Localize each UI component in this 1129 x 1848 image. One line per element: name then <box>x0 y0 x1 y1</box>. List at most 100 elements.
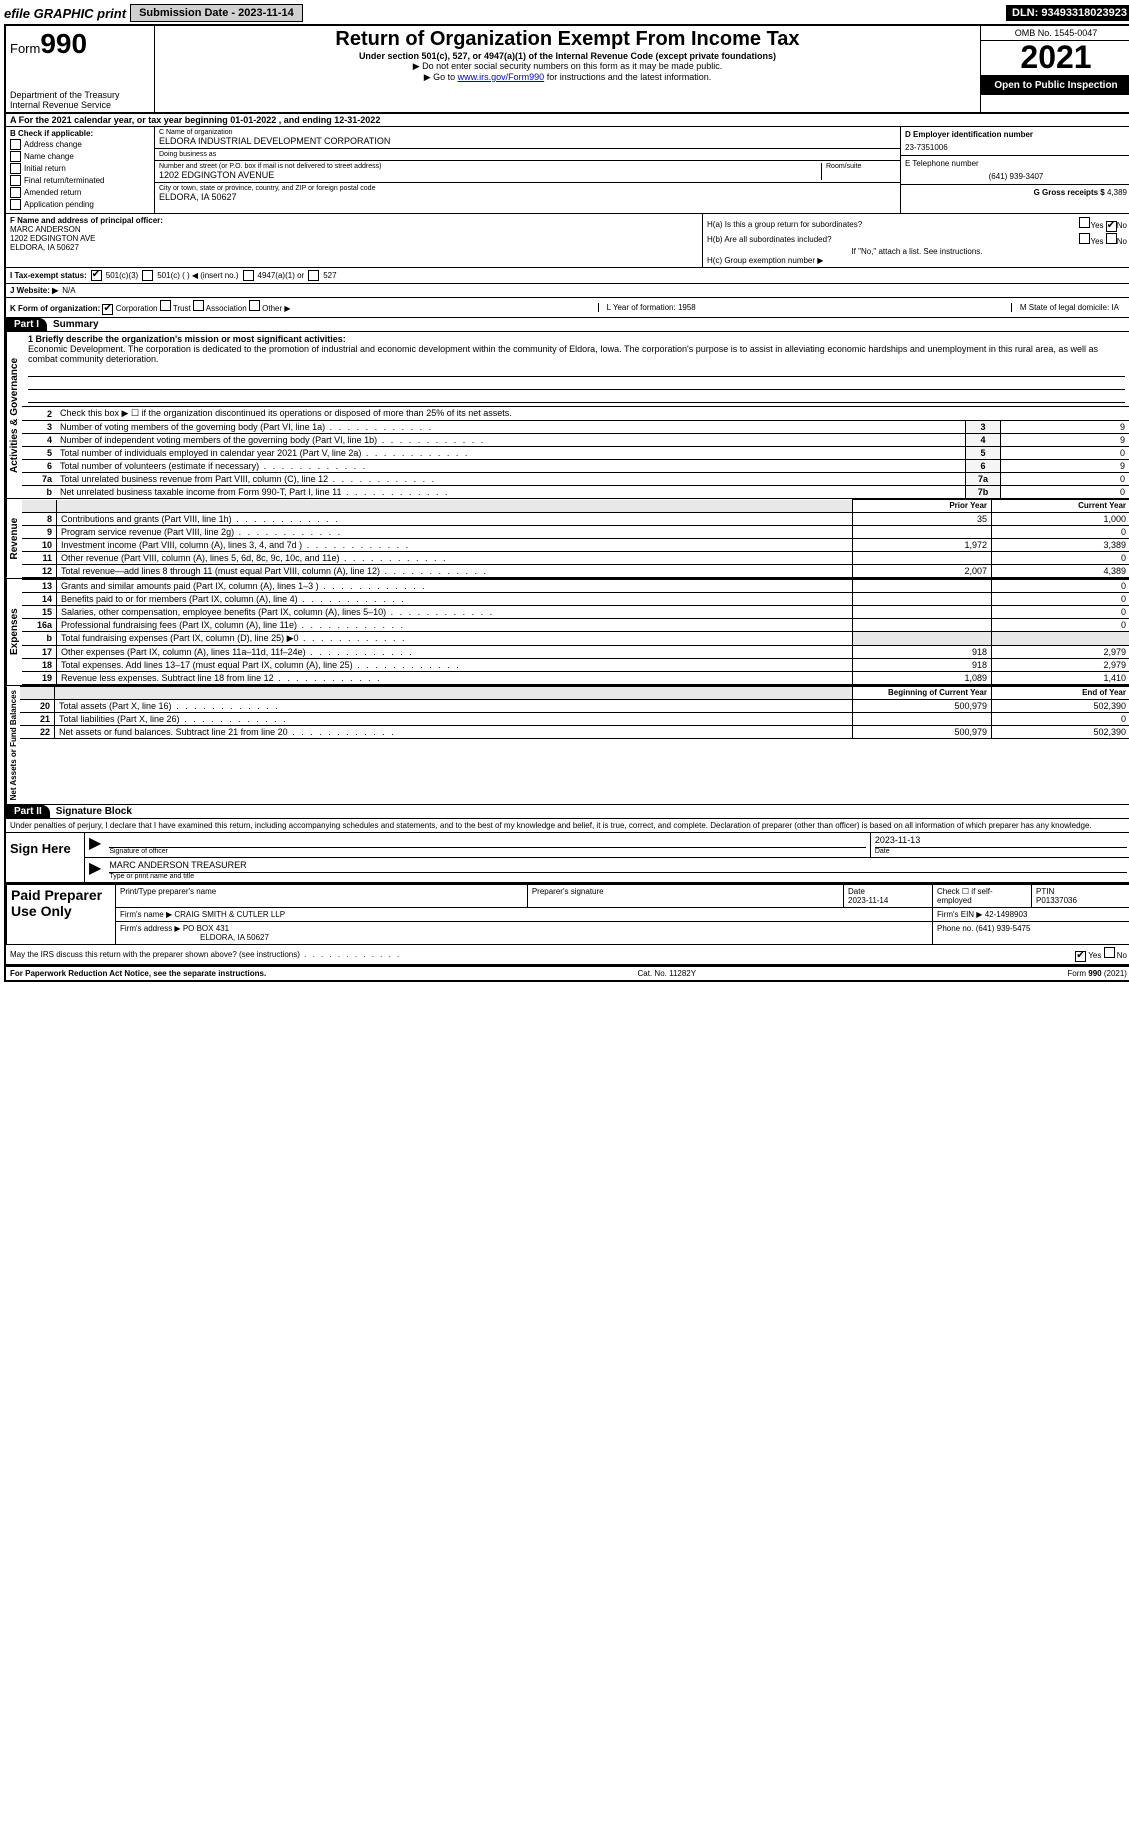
state-domicile: M State of legal domicile: IA <box>1011 303 1127 312</box>
open-public-badge: Open to Public Inspection <box>981 76 1129 95</box>
cb-address-change[interactable]: Address change <box>10 139 150 150</box>
principal-officer-box: F Name and address of principal officer:… <box>6 214 703 267</box>
cb-association[interactable] <box>193 300 204 311</box>
instructions-link[interactable]: www.irs.gov/Form990 <box>458 72 545 82</box>
table-row: 13Grants and similar amounts paid (Part … <box>22 579 1129 592</box>
ha-label: H(a) Is this a group return for subordin… <box>707 220 862 229</box>
cb-discuss-no[interactable] <box>1104 947 1115 958</box>
dba-label: Doing business as <box>159 151 896 158</box>
part2-title: Signature Block <box>50 805 138 818</box>
dln-label: DLN: 93493318023923 <box>1006 5 1129 21</box>
form-prefix: Form <box>10 41 40 56</box>
k-label: K Form of organization: <box>10 304 100 313</box>
form-ref: Form 990 (2021) <box>1067 969 1127 978</box>
signature-section: Under penalties of perjury, I declare th… <box>6 819 1129 884</box>
cb-527[interactable] <box>308 270 319 281</box>
ha-answer: Yes No <box>1079 217 1127 232</box>
firm-ein-label: Firm's EIN ▶ <box>937 910 982 919</box>
vtab-governance: Activities & Governance <box>6 332 22 498</box>
table-row: 22Net assets or fund balances. Subtract … <box>20 725 1129 738</box>
gross-receipts-value: 4,389 <box>1107 188 1127 197</box>
table-row: 7aTotal unrelated business revenue from … <box>22 473 1129 486</box>
expenses-section: Expenses 13Grants and similar amounts pa… <box>6 579 1129 686</box>
hb-answer: Yes No <box>1079 233 1127 246</box>
table-row: 16aProfessional fundraising fees (Part I… <box>22 618 1129 631</box>
header-left: Form990 Department of the Treasury Inter… <box>6 26 155 112</box>
officer-street: 1202 EDGINGTON AVE <box>10 234 698 243</box>
website-label: J Website: ▶ <box>10 286 58 295</box>
preparer-name-cell: Print/Type preparer's name <box>116 884 528 907</box>
table-row: 20Total assets (Part X, line 16)500,9795… <box>20 699 1129 712</box>
firm-name-cell: Firm's name ▶ CRAIG SMITH & CUTLER LLP <box>116 907 933 921</box>
year-formation: L Year of formation: 1958 <box>598 303 704 312</box>
mission-block: 1 Briefly describe the organization's mi… <box>22 332 1129 406</box>
table-row: 8Contributions and grants (Part VIII, li… <box>22 512 1129 525</box>
table-row: bTotal fundraising expenses (Part IX, co… <box>22 631 1129 645</box>
col-d-e-g: D Employer identification number 23-7351… <box>900 127 1129 213</box>
cb-501c3[interactable] <box>91 270 102 281</box>
cb-final-return[interactable]: Final return/terminated <box>10 175 150 186</box>
expenses-table: 13Grants and similar amounts paid (Part … <box>22 579 1129 685</box>
cb-amended-return[interactable]: Amended return <box>10 187 150 198</box>
self-employed-cell: Check ☐ if self-employed <box>933 884 1032 907</box>
officer-sig-label: Signature of officer <box>109 848 168 855</box>
preparer-date-label: Date <box>848 887 865 896</box>
sig-date-label: Date <box>875 848 890 855</box>
ptin-cell: PTINP01337036 <box>1032 884 1129 907</box>
ein-box: D Employer identification number 23-7351… <box>901 127 1129 156</box>
discuss-row: May the IRS discuss this return with the… <box>6 945 1129 966</box>
gross-receipts-label: G Gross receipts $ <box>1034 188 1105 197</box>
h-b-line: H(b) Are all subordinates included? Yes … <box>707 233 1127 246</box>
street-value: 1202 EDGINGTON AVENUE <box>159 170 817 180</box>
sig-date-cell: 2023-11-13 Date <box>871 833 1129 857</box>
top-bar: efile GRAPHIC print Submission Date - 20… <box>4 4 1129 22</box>
cb-other[interactable] <box>249 300 260 311</box>
org-name-label: C Name of organization <box>159 129 896 136</box>
mission-text: Economic Development. The corporation is… <box>28 344 1098 364</box>
arrow-icon: ▶ <box>85 833 105 857</box>
form-note1: ▶ Do not enter social security numbers o… <box>159 61 976 72</box>
firm-phone-cell: Phone no. (641) 939-5475 <box>933 921 1129 944</box>
header-mid: Return of Organization Exempt From Incom… <box>155 26 980 112</box>
cb-initial-return[interactable]: Initial return <box>10 163 150 174</box>
note2-post: for instructions and the latest informat… <box>544 72 711 82</box>
balances-section: Net Assets or Fund Balances Beginning of… <box>6 686 1129 805</box>
firm-addr-label: Firm's address ▶ <box>120 924 181 933</box>
vtab-expenses: Expenses <box>6 579 22 685</box>
submission-date-button[interactable]: Submission Date - 2023-11-14 <box>130 4 303 22</box>
table-row: 10Investment income (Part VIII, column (… <box>22 538 1129 551</box>
cb-corporation[interactable] <box>102 304 113 315</box>
h-a-line: H(a) Is this a group return for subordin… <box>707 217 1127 232</box>
governance-table: 2Check this box ▶ ☐ if the organization … <box>22 406 1129 420</box>
discuss-label: May the IRS discuss this return with the… <box>10 950 300 959</box>
cat-no: Cat. No. 11282Y <box>638 969 697 978</box>
officer-city: ELDORA, IA 50627 <box>10 243 698 252</box>
cb-name-change[interactable]: Name change <box>10 151 150 162</box>
firm-phone-label: Phone no. <box>937 924 973 933</box>
ein-label: D Employer identification number <box>905 130 1127 139</box>
city-value: ELDORA, IA 50627 <box>159 192 896 202</box>
governance-content: 1 Briefly describe the organization's mi… <box>22 332 1129 498</box>
end-year-header: End of Year <box>992 686 1129 699</box>
revenue-section: Revenue Prior Year Current Year 8Contrib… <box>6 499 1129 579</box>
opt-4947: 4947(a)(1) or <box>258 271 305 280</box>
cb-application-pending[interactable]: Application pending <box>10 199 150 210</box>
city-box: City or town, state or province, country… <box>155 183 900 204</box>
room-label: Room/suite <box>826 163 896 170</box>
group-return-box: H(a) Is this a group return for subordin… <box>703 214 1129 267</box>
cb-discuss-yes[interactable] <box>1075 951 1086 962</box>
cb-trust[interactable] <box>160 300 171 311</box>
city-label: City or town, state or province, country… <box>159 185 896 192</box>
arrow-icon: ▶ <box>85 858 105 882</box>
cb-4947[interactable] <box>243 270 254 281</box>
cb-501c[interactable] <box>142 270 153 281</box>
website-row: J Website: ▶ N/A <box>6 284 1129 298</box>
form-note2: ▶ Go to www.irs.gov/Form990 for instruct… <box>159 72 976 83</box>
expenses-content: 13Grants and similar amounts paid (Part … <box>22 579 1129 685</box>
officer-label: F Name and address of principal officer: <box>10 216 698 225</box>
row-a-period: A For the 2021 calendar year, or tax yea… <box>6 114 1129 127</box>
mission-underline <box>28 365 1125 377</box>
paid-preparer-label: Paid Preparer Use Only <box>7 884 116 944</box>
begin-year-header: Beginning of Current Year <box>853 686 992 699</box>
form-container: Form990 Department of the Treasury Inter… <box>4 24 1129 982</box>
